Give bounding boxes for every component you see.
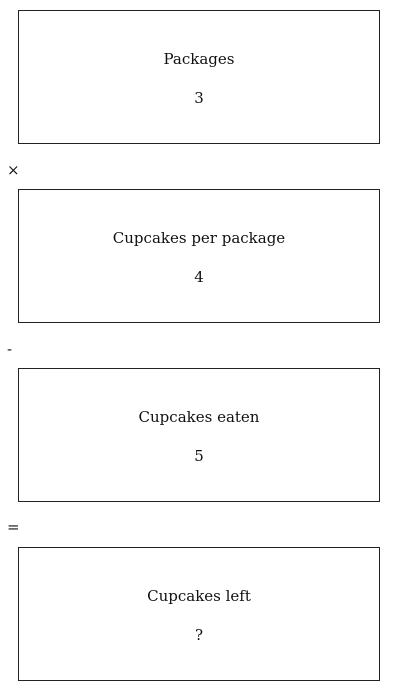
- cupcakes-per-package-value: 4: [194, 268, 204, 286]
- equals-operator: =: [7, 518, 20, 536]
- cupcakes-per-package-label: Cupcakes per package: [112, 229, 286, 247]
- cupcakes-eaten-label: Cupcakes eaten: [138, 408, 260, 426]
- cupcakes-eaten-box: Cupcakes eaten 5: [18, 368, 380, 502]
- packages-value: 3: [194, 89, 204, 107]
- packages-box: Packages 3: [18, 10, 380, 144]
- cupcakes-left-value: ?: [194, 626, 204, 644]
- multiply-operator: ×: [7, 161, 20, 179]
- packages-label: Packages: [163, 50, 235, 68]
- cupcakes-eaten-value: 5: [194, 447, 204, 465]
- cupcakes-left-box: Cupcakes left ?: [18, 547, 380, 681]
- cupcakes-left-label: Cupcakes left: [147, 587, 251, 605]
- minus-operator: -: [7, 340, 13, 358]
- cupcakes-per-package-box: Cupcakes per package 4: [18, 189, 380, 323]
